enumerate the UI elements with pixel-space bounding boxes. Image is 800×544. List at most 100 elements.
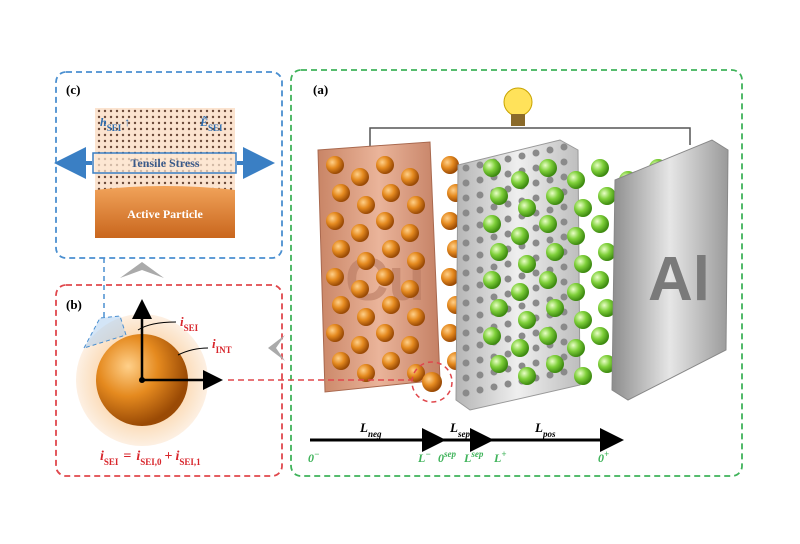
anode-particle	[382, 184, 400, 202]
anode-particle	[382, 296, 400, 314]
cathode-particle	[483, 271, 501, 289]
pore	[504, 380, 512, 388]
cathode-particle	[546, 299, 564, 317]
symbol: 0	[438, 451, 444, 465]
cathode-particle	[518, 199, 536, 217]
pore	[476, 206, 484, 214]
pore	[532, 329, 540, 337]
symbol: i	[180, 314, 184, 329]
anode-particle	[382, 352, 400, 370]
anode-particle	[326, 324, 344, 342]
pore	[476, 251, 484, 259]
pore	[504, 350, 512, 358]
pore	[532, 164, 540, 172]
pore	[532, 239, 540, 247]
cathode-particle	[511, 339, 529, 357]
cathode-particle	[539, 159, 557, 177]
pore	[518, 152, 526, 160]
pore	[532, 344, 540, 352]
superscript: sep	[470, 449, 483, 459]
symbol: h	[100, 115, 107, 129]
cathode-particle	[483, 215, 501, 233]
cathode-particle	[483, 159, 501, 177]
position-label: Lsep	[463, 449, 484, 465]
panel-label: (a)	[313, 82, 328, 97]
cathode-particle	[511, 171, 529, 189]
pore	[532, 359, 540, 367]
subscript: INT	[216, 345, 232, 355]
pore	[462, 314, 470, 322]
cathode-particle	[591, 215, 609, 233]
subscript: pos	[542, 429, 556, 439]
cathode-particle	[511, 283, 529, 301]
active-particle	[95, 186, 235, 238]
symbol: 0	[598, 451, 604, 465]
pore	[532, 179, 540, 187]
cathode-particle	[598, 299, 616, 317]
symbol: i	[212, 336, 216, 351]
pore	[560, 368, 568, 376]
cathode-particle	[518, 367, 536, 385]
anode-particle	[407, 364, 425, 382]
pore	[462, 374, 470, 382]
pore	[518, 302, 526, 310]
pore	[504, 320, 512, 328]
pore	[560, 158, 568, 166]
anode-particle	[357, 308, 375, 326]
pore	[476, 356, 484, 364]
symbol: L	[534, 420, 543, 435]
cathode-particle	[574, 255, 592, 273]
pore	[504, 200, 512, 208]
al-label: Al	[648, 245, 710, 314]
anode-particle	[351, 280, 369, 298]
cathode-particle	[567, 339, 585, 357]
cathode-particle	[574, 311, 592, 329]
operator: +	[165, 449, 173, 464]
pore	[490, 383, 498, 391]
chevron	[268, 335, 285, 361]
cathode-particle	[574, 367, 592, 385]
pore	[504, 290, 512, 298]
bulb	[503, 87, 533, 117]
anode-particle	[441, 324, 459, 342]
pore	[476, 221, 484, 229]
stress-box	[92, 152, 237, 174]
anode-particle	[401, 168, 419, 186]
pore	[462, 224, 470, 232]
pore	[476, 281, 484, 289]
cathode-particle	[539, 215, 557, 233]
pore	[546, 371, 554, 379]
pore	[490, 293, 498, 301]
pore	[462, 284, 470, 292]
symbol: L	[359, 420, 368, 435]
pore	[476, 296, 484, 304]
highlight-circle	[411, 361, 453, 403]
cathode-particle	[591, 327, 609, 345]
cathode-particle	[546, 243, 564, 261]
symbol: Ẽ	[199, 115, 208, 129]
anode-particle	[351, 224, 369, 242]
pore	[532, 299, 540, 307]
subscript: SEI	[208, 123, 223, 133]
cathode-particle	[518, 255, 536, 273]
position-label: L−	[417, 449, 431, 465]
pore	[518, 332, 526, 340]
cathode-particle	[567, 227, 585, 245]
symbol: 0	[308, 451, 314, 465]
pore	[560, 173, 568, 181]
symbol: L	[493, 451, 501, 465]
anode-particle	[401, 280, 419, 298]
cathode-particle	[539, 271, 557, 289]
pore	[504, 215, 512, 223]
al-plate	[611, 139, 729, 401]
i-sei-label: iSEI	[180, 314, 199, 333]
anode-particle	[326, 156, 344, 174]
pore	[476, 191, 484, 199]
anode-particle	[401, 336, 419, 354]
length-label: Lsep	[449, 420, 470, 439]
pore	[504, 275, 512, 283]
pore	[560, 233, 568, 241]
pore	[462, 344, 470, 352]
anode-particle	[407, 252, 425, 270]
